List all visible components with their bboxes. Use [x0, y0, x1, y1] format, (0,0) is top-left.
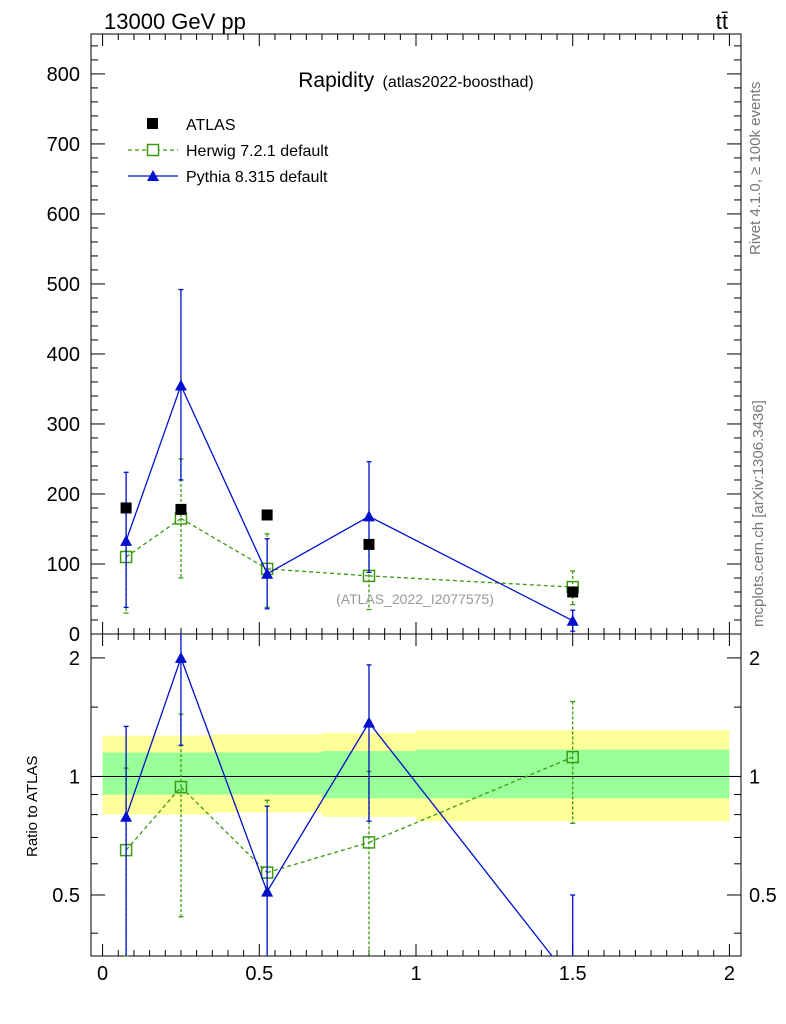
ratio-herwig-line: [180, 786, 268, 874]
y-tick-label: 200: [47, 484, 80, 506]
ratio-y-tick-label-right: 2: [749, 648, 760, 670]
pythia-marker: [174, 379, 187, 391]
x-tick-label: 0: [97, 963, 108, 985]
ratio-pythia-line: [368, 722, 553, 957]
pythia-line: [368, 515, 573, 622]
ratio-herwig-marker: [174, 780, 188, 794]
y-tick-label: 700: [47, 134, 80, 156]
ratio-herwig-line: [266, 841, 370, 874]
atlas-marker: [567, 586, 579, 598]
pythia-line: [180, 385, 268, 575]
pythia-marker: [566, 614, 579, 626]
herwig-line: [368, 575, 573, 588]
ratio-bands: [102, 730, 730, 822]
analysis-watermark: (ATLAS_2022_I2077575): [336, 591, 494, 607]
legend: ATLAS Herwig 7.2.1 default Pythia 8.315 …: [128, 117, 329, 186]
pythia-line: [266, 515, 370, 575]
chart-title-sub: (atlas2022-boosthad): [383, 74, 534, 91]
pythia-line: [125, 385, 182, 542]
ratio-pythia-marker: [174, 651, 187, 663]
pythia-marker: [261, 567, 274, 579]
y-tick-label: 400: [47, 344, 80, 366]
rivet-label: Rivet 4.1.0, ≥ 100k events: [747, 82, 764, 255]
ratio-y-tick-label-right: 0.5: [749, 885, 777, 907]
chart-title-main: Rapidity: [298, 69, 374, 92]
atlas-marker: [175, 503, 187, 515]
herwig-line: [180, 517, 268, 570]
y-tick-label: 800: [47, 64, 80, 86]
ratio-y-tick-label-left: 0.5: [52, 885, 80, 907]
pythia-marker: [120, 534, 133, 546]
ratio-pythia-line: [125, 657, 182, 817]
chart-title: Rapidity (atlas2022-boosthad): [298, 69, 534, 92]
ratio-pythia-line: [180, 657, 268, 892]
ratio-herwig-line: [368, 756, 573, 844]
ratio-ylabel: Ratio to ATLAS: [24, 756, 41, 857]
band-green-2: [212, 752, 322, 795]
legend-label-atlas: ATLAS: [186, 117, 236, 134]
ratio-herwig-marker: [566, 750, 579, 764]
header-energy: 13000 GeV pp: [104, 9, 246, 34]
atlas-marker: [261, 509, 273, 521]
band-green-1: [149, 752, 213, 795]
pythia-marker: [362, 510, 375, 522]
herwig-line: [267, 568, 370, 577]
ratio-y-tick-label-left: 2: [69, 648, 80, 670]
atlas-marker: [363, 538, 375, 550]
herwig-line: [125, 517, 182, 558]
mcplots-label: mcplots.cern.ch [arXiv:1306.3436]: [750, 400, 767, 627]
ratio-y-tick-label-left: 1: [69, 766, 80, 788]
y-tick-label: 100: [47, 554, 80, 576]
legend-label-pythia: Pythia 8.315 default: [186, 169, 328, 186]
series-layer: [119, 288, 579, 957]
x-tick-label: 1: [410, 963, 421, 985]
y-tick-label: 500: [47, 274, 80, 296]
y-tick-label: 0: [69, 624, 80, 646]
x-tick-label: 1.5: [559, 963, 587, 985]
y-tick-label: 600: [47, 204, 80, 226]
ratio-pythia-line: [266, 722, 370, 892]
legend-marker-herwig: [146, 143, 160, 157]
header-process: tt̄: [716, 9, 728, 34]
atlas-marker: [120, 502, 132, 514]
ratio-pythia-marker: [120, 810, 133, 822]
legend-marker-pythia: [147, 170, 159, 181]
x-tick-label: 2: [724, 963, 735, 985]
x-tick-label: 0.5: [245, 963, 273, 985]
legend-label-herwig: Herwig 7.2.1 default: [186, 143, 329, 160]
ratio-pythia-marker: [261, 885, 274, 897]
ratio-y-tick-label-right: 1: [749, 766, 760, 788]
ratio-pythia-marker: [362, 716, 375, 728]
y-tick-label: 300: [47, 414, 80, 436]
ratio-herwig-marker: [362, 836, 376, 849]
legend-marker-atlas: [147, 118, 158, 129]
